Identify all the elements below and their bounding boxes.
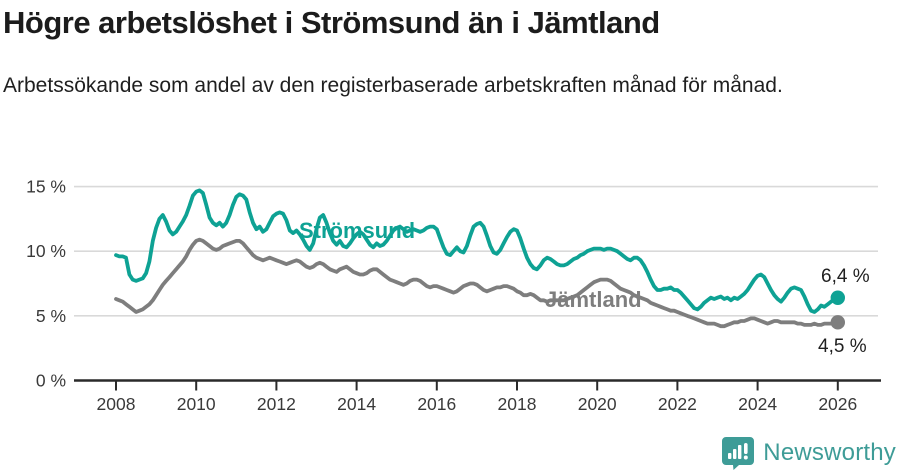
- page-title: Högre arbetslöshet i Strömsund än i Jämt…: [3, 5, 660, 40]
- end-value-label-jämtland: 4,5 %: [818, 336, 867, 357]
- brand-name: Newsworthy: [763, 439, 896, 466]
- y-axis-tick-label: 5 %: [36, 306, 66, 326]
- end-value-label-strömsund: 6,4 %: [821, 266, 870, 287]
- line-jämtland: [114, 237, 840, 329]
- chart-subtitle: Arbetssökande som andel av den registerb…: [3, 74, 783, 97]
- x-axis-tick-label: 2014: [337, 394, 376, 414]
- x-axis-tick-label: 2018: [498, 394, 537, 414]
- x-axis-tick-label: 2016: [417, 394, 456, 414]
- x-axis-tick-label: 2020: [578, 394, 617, 414]
- line-strömsund: [114, 188, 840, 314]
- y-axis-tick-label: 10 %: [26, 241, 66, 261]
- x-axis-tick-label: 2024: [738, 394, 777, 414]
- y-axis-tick-label: 0 %: [36, 371, 66, 391]
- x-axis-tick-label: 2010: [177, 394, 216, 414]
- x-axis-tick-label: 2012: [257, 394, 296, 414]
- bar-chart-speech-bubble-icon: [722, 437, 755, 470]
- x-axis-tick-label: 2026: [818, 394, 857, 414]
- x-axis-tick-label: 2022: [658, 394, 697, 414]
- series-label-strömsund: Strömsund: [299, 218, 415, 243]
- end-dot-strömsund: [830, 290, 845, 305]
- end-dot-jämtland: [830, 315, 845, 330]
- newsworthy-logo: Newsworthy: [721, 436, 896, 470]
- y-axis-tick-label: 15 %: [26, 177, 66, 197]
- series-label-jämtland: Jämtland: [545, 287, 642, 312]
- x-axis-tick-label: 2008: [97, 394, 136, 414]
